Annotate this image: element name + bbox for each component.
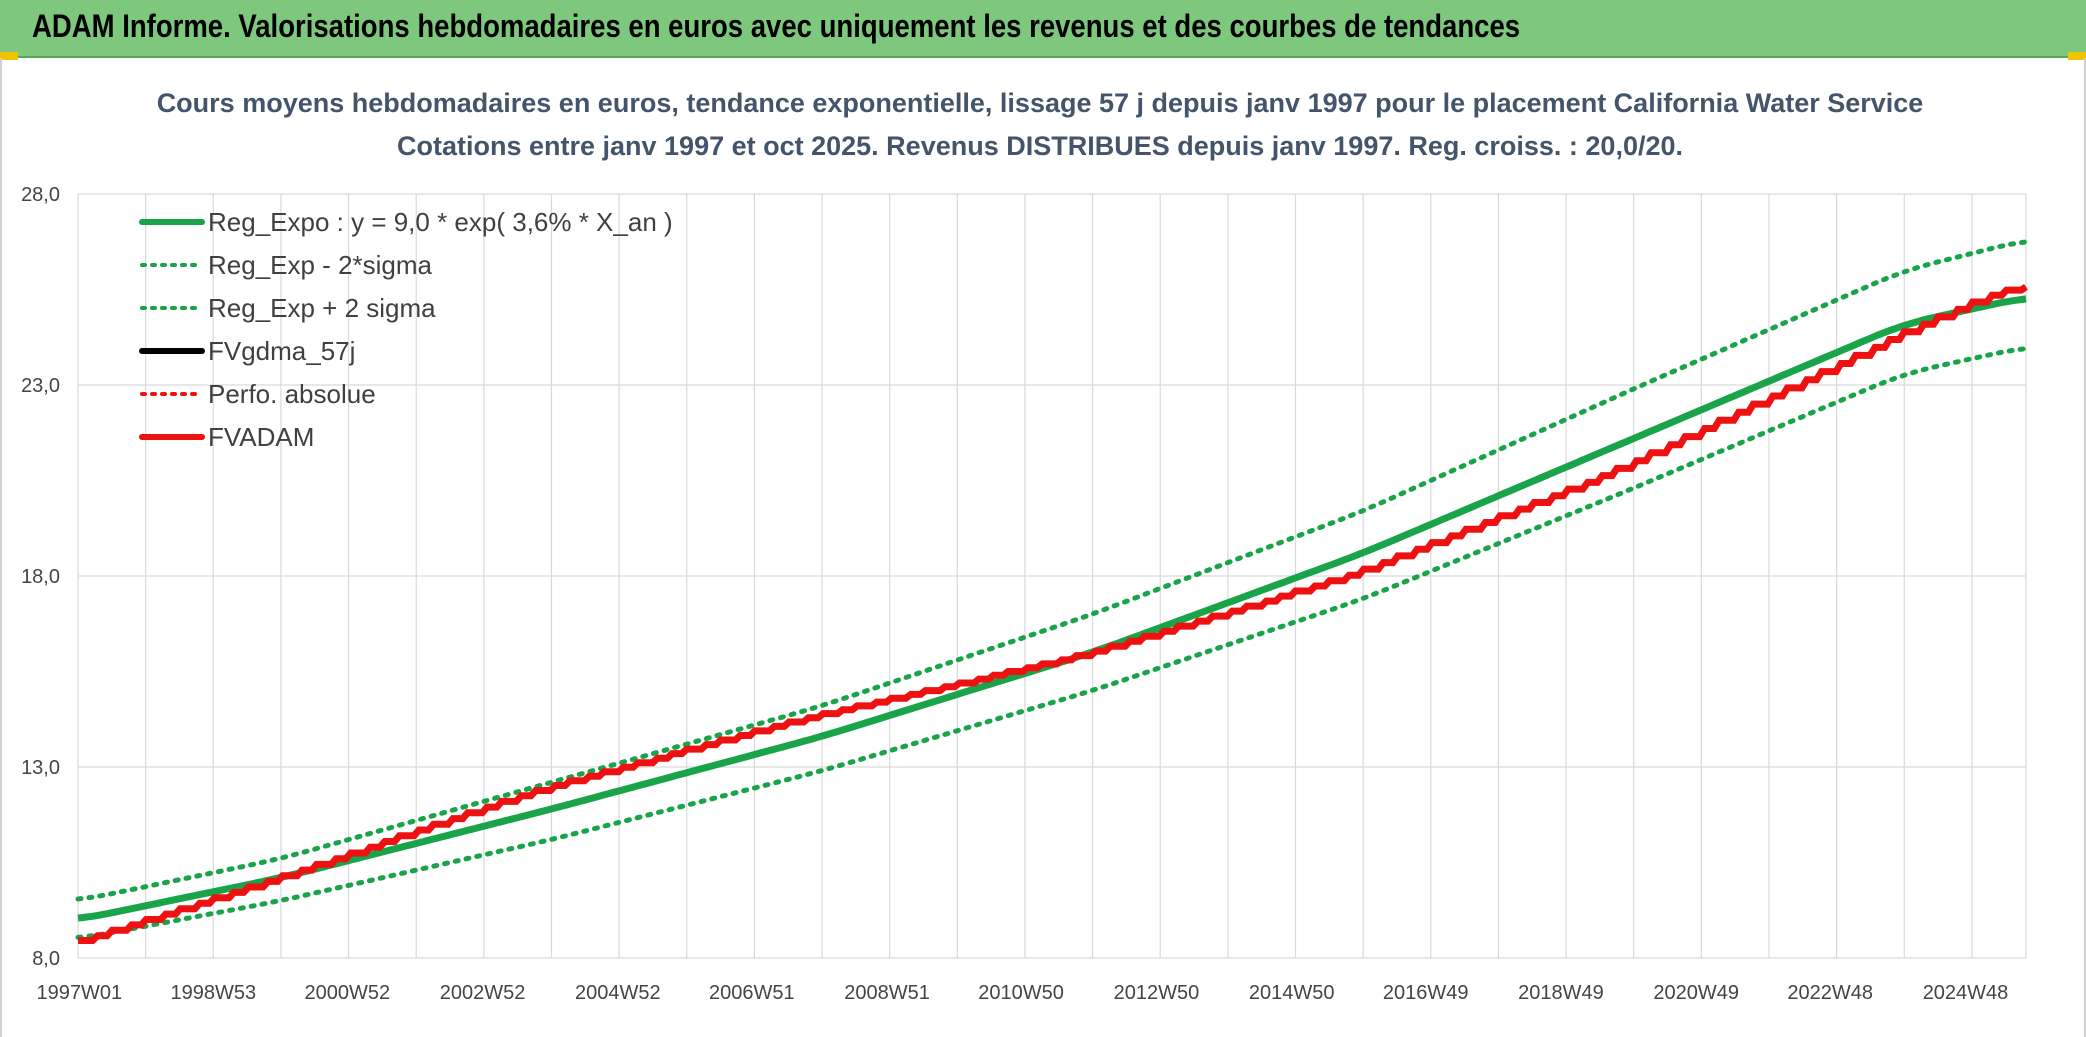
- corner-marker-left: [0, 52, 18, 60]
- legend-label: Perfo. absolue: [208, 379, 376, 409]
- legend-label: FVgdma_57j: [208, 336, 355, 366]
- x-tick-label: 2004W52: [575, 982, 661, 1004]
- x-tick-label: 2000W52: [304, 982, 390, 1004]
- series-layer: [75, 239, 2029, 944]
- x-tick-label: 2020W49: [1653, 982, 1739, 1004]
- x-tick-label: 2002W52: [440, 982, 526, 1004]
- x-tick-label: 1998W53: [170, 982, 256, 1004]
- x-tick-label: 2012W50: [1114, 982, 1200, 1004]
- x-tick-label: 2008W51: [844, 982, 930, 1004]
- corner-marker-right: [2068, 52, 2086, 60]
- y-tick-label: 18,0: [21, 566, 60, 588]
- y-tick-label: 28,0: [21, 184, 60, 206]
- x-tick-label: 2022W48: [1787, 982, 1873, 1004]
- y-tick-label: 13,0: [21, 757, 60, 779]
- report-banner: ADAM Informe. Valorisations hebdomadaire…: [0, 0, 2086, 58]
- series-reg-exp-minus-2sigma: [75, 346, 2029, 940]
- y-tick-label: 8,0: [32, 948, 60, 970]
- legend-label: Reg_Exp + 2 sigma: [208, 293, 436, 323]
- legend-label: Reg_Exp - 2*sigma: [208, 250, 433, 280]
- x-tick-label: 2016W49: [1383, 982, 1469, 1004]
- x-tick-label: 2018W49: [1518, 982, 1604, 1004]
- report-title: ADAM Informe. Valorisations hebdomadaire…: [32, 8, 1521, 44]
- legend-label: Reg_Expo : y = 9,0 * exp( 3,6% * X_an ): [208, 207, 673, 237]
- x-tick-label: 2014W50: [1249, 982, 1335, 1004]
- x-tick-label: 2024W48: [1923, 982, 2009, 1004]
- x-tick-label: 2006W51: [709, 982, 795, 1004]
- chart-frame: [0, 58, 2086, 1037]
- legend-label: FVADAM: [208, 422, 314, 452]
- series-reg-exp-plus-2sigma: [75, 239, 2029, 902]
- y-tick-label: 23,0: [21, 375, 60, 397]
- x-tick-label: 1997W01: [36, 982, 122, 1004]
- axis-layer: 8,0 13,0 18,0 23,0 28,0 1997W01 1998W53 2000W52…: [21, 184, 2008, 1004]
- legend: Reg_Expo : y = 9,0 * exp( 3,6% * X_an ) R…: [139, 207, 673, 452]
- chart-subtitle: Cotations entre janv 1997 et oct 2025. R…: [397, 131, 1683, 161]
- series-fvadam: [78, 283, 2028, 944]
- x-tick-label: 2010W50: [978, 982, 1064, 1004]
- chart-title: Cours moyens hebdomadaires en euros, ten…: [157, 88, 1924, 118]
